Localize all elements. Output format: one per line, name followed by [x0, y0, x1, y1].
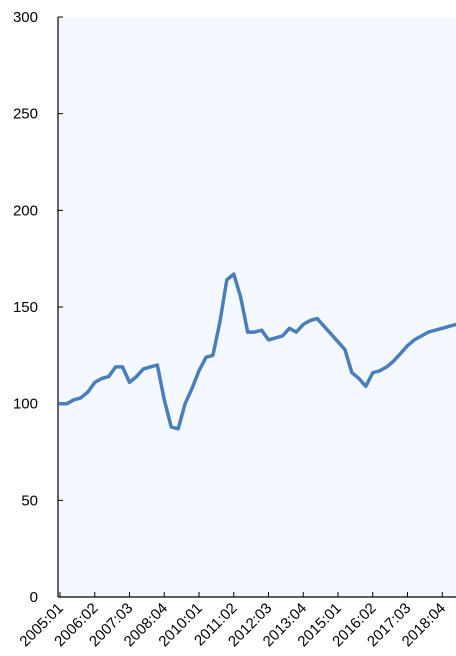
y-tick-label: 200 — [13, 202, 38, 219]
x-axis-ticks: 2005:012006:022007:032008:042010:012011:… — [16, 592, 449, 650]
y-tick-label: 100 — [13, 396, 38, 413]
y-tick-label: 50 — [21, 492, 38, 509]
y-tick-label: 150 — [13, 299, 38, 316]
y-axis-ticks: 0 50 100 150 200 250 300 — [13, 9, 63, 606]
plot-area-background — [58, 17, 456, 597]
series-line — [58, 272, 456, 431]
y-tick-label: 250 — [13, 106, 38, 123]
y-tick-label: 0 — [30, 589, 38, 606]
y-tick-label: 300 — [13, 9, 38, 26]
